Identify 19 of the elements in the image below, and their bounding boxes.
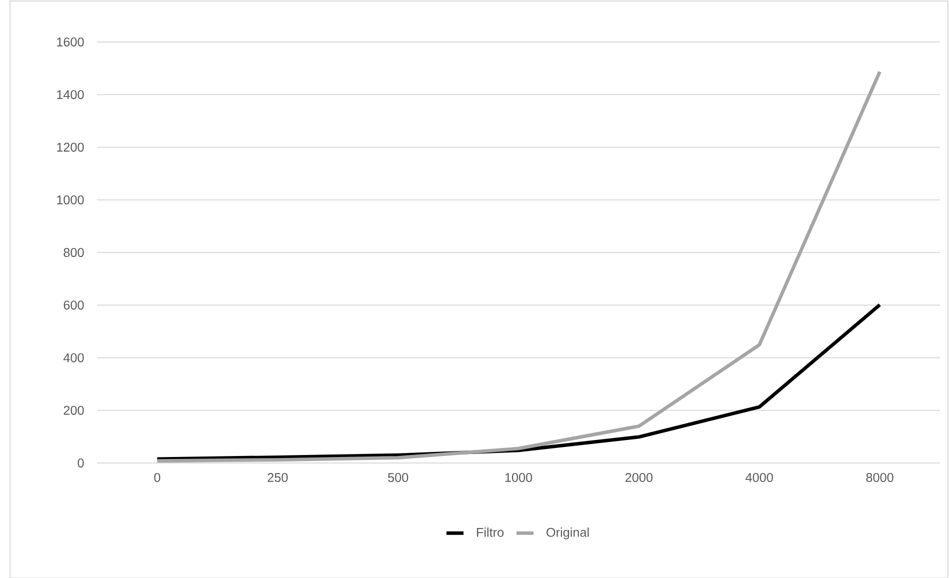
x-tick-label: 500 bbox=[388, 472, 408, 482]
x-tick-label: 8000 bbox=[866, 472, 894, 482]
x-tick-label: 4000 bbox=[746, 472, 773, 482]
y-tick-label: 400 bbox=[63, 353, 84, 362]
legend-label: Filtro bbox=[476, 527, 504, 537]
y-tick-label: 1600 bbox=[57, 37, 84, 46]
y-tick-label: 1200 bbox=[57, 142, 84, 152]
y-tick-label: 200 bbox=[64, 406, 84, 415]
line-series bbox=[155, 70, 882, 462]
x-tick-label: 2000 bbox=[625, 472, 653, 482]
y-tick-label: 1400 bbox=[57, 90, 84, 99]
y-tick-label: 800 bbox=[64, 248, 84, 257]
y-tick-label: 0 bbox=[78, 458, 84, 468]
x-tick-label: 0 bbox=[154, 472, 160, 482]
y-tick-label: 600 bbox=[64, 300, 84, 310]
y-tick-label: 1000 bbox=[57, 195, 84, 204]
x-tick-label: 1000 bbox=[505, 472, 532, 482]
x-tick-label: 250 bbox=[268, 472, 288, 482]
legend-label: Original bbox=[546, 527, 589, 540]
